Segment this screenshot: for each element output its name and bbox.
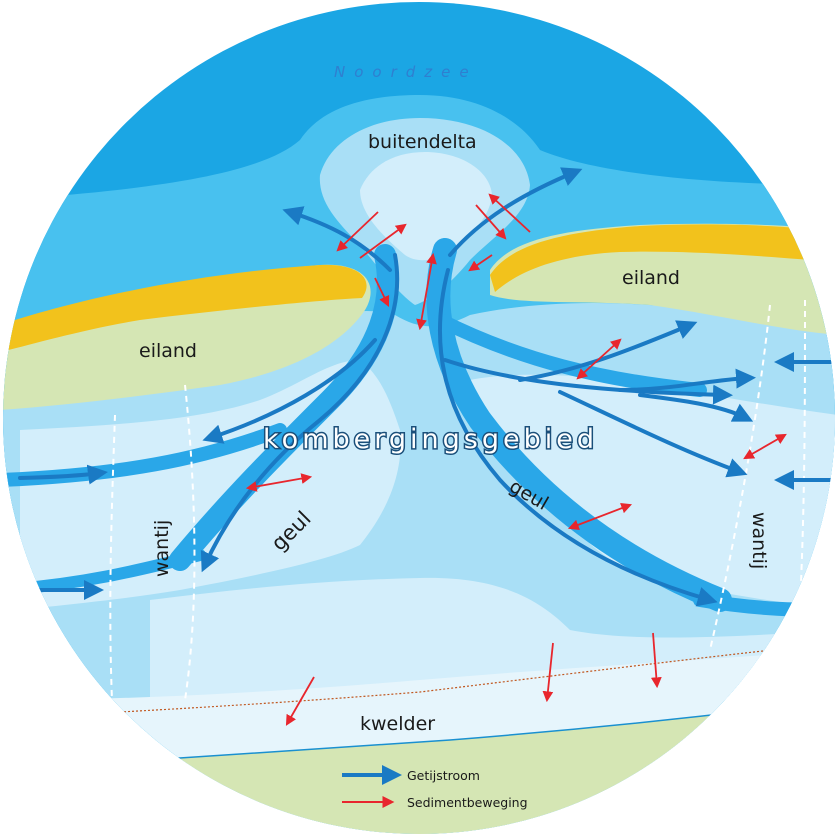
marsh-edge-line bbox=[119, 647, 791, 713]
legend-tidal-label: Getijstroom bbox=[407, 768, 480, 783]
tidal-current-arrows bbox=[13, 167, 835, 607]
label-noordzee: Noordzee bbox=[334, 63, 478, 81]
legend-item-tidal-current: Getijstroom bbox=[342, 765, 480, 785]
label-buitendelta: buitendelta bbox=[368, 131, 477, 153]
label-wantij-right: wantij bbox=[748, 512, 770, 569]
legend-item-sediment: Sedimentbeweging bbox=[342, 795, 528, 810]
legend-sediment-label: Sedimentbeweging bbox=[407, 795, 528, 810]
basin-flats-pale-right bbox=[470, 374, 835, 610]
island-left-dune bbox=[3, 264, 367, 352]
legend: Getijstroom Sedimentbeweging bbox=[342, 765, 528, 810]
label-kwelder: kwelder bbox=[360, 713, 435, 735]
sediment-movement-arrows bbox=[245, 193, 787, 726]
label-wantij-left: wantij bbox=[151, 520, 173, 577]
island-right-dune bbox=[490, 224, 835, 292]
watershed-lines bbox=[109, 299, 806, 701]
label-island-left: eiland bbox=[139, 340, 197, 362]
label-island-right: eiland bbox=[622, 267, 680, 289]
label-kombergingsgebied: kombergingsgebied bbox=[263, 424, 598, 455]
